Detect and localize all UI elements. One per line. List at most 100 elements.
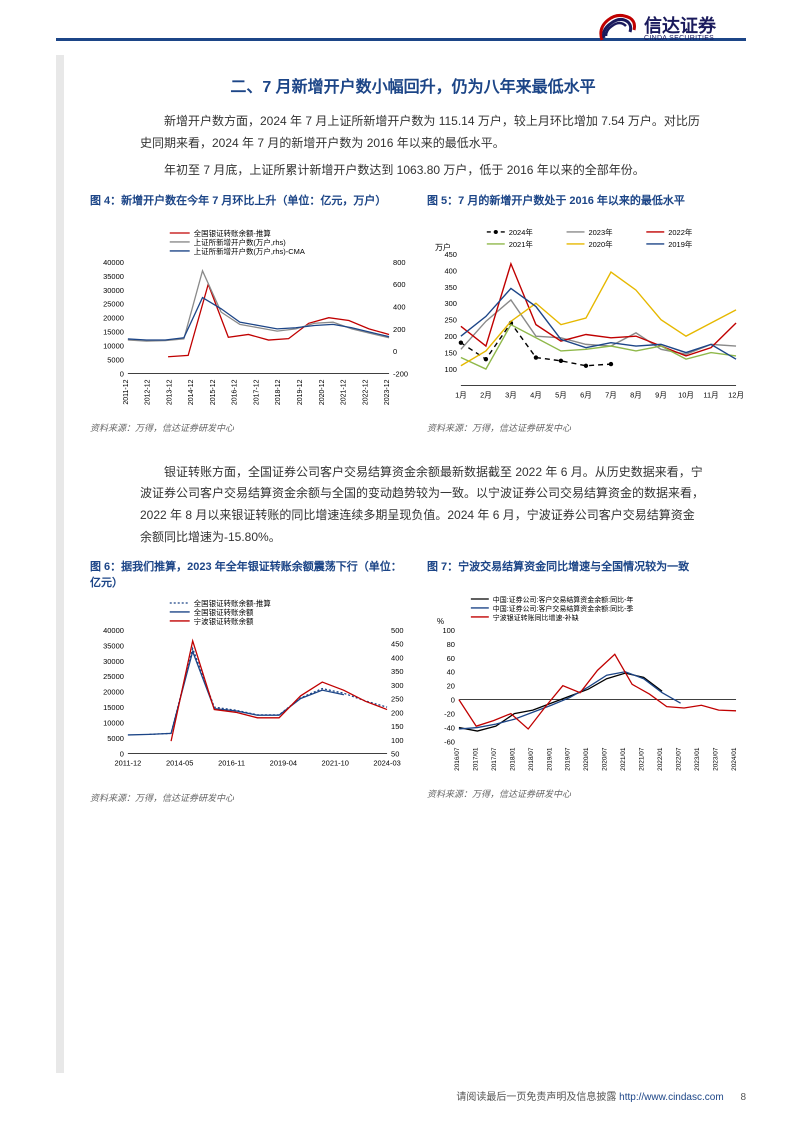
svg-text:5月: 5月: [555, 390, 567, 399]
page-footer: 请阅读最后一页免责声明及信息披露 http://www.cindasc.com …: [456, 1088, 746, 1103]
svg-text:2022-12: 2022-12: [362, 379, 369, 405]
svg-text:400: 400: [391, 654, 403, 663]
svg-text:2016/07: 2016/07: [454, 747, 461, 771]
svg-text:2018-12: 2018-12: [275, 379, 282, 405]
svg-text:2021/01: 2021/01: [620, 747, 627, 771]
svg-text:35000: 35000: [103, 272, 124, 281]
svg-text:15000: 15000: [103, 327, 124, 336]
svg-text:-20: -20: [444, 710, 455, 719]
svg-text:2021/07: 2021/07: [639, 747, 646, 771]
svg-text:8月: 8月: [630, 390, 642, 399]
svg-text:2023年: 2023年: [588, 227, 613, 237]
svg-text:40000: 40000: [103, 626, 124, 635]
svg-text:5000: 5000: [107, 355, 124, 364]
svg-text:2011-12: 2011-12: [114, 759, 141, 768]
svg-text:2017-12: 2017-12: [253, 379, 260, 405]
svg-text:400: 400: [444, 266, 456, 275]
svg-text:2023/07: 2023/07: [713, 747, 720, 771]
svg-text:2021年: 2021年: [509, 239, 534, 249]
svg-text:2015-12: 2015-12: [210, 379, 217, 405]
svg-text:450: 450: [444, 250, 456, 259]
chart4-source: 资料来源：万得，信达证券研发中心: [90, 421, 409, 434]
svg-text:2019/01: 2019/01: [546, 747, 553, 771]
svg-text:2013-12: 2013-12: [166, 379, 173, 405]
svg-text:200: 200: [391, 708, 403, 717]
svg-text:2021-10: 2021-10: [322, 759, 349, 768]
chart5-source: 资料来源：万得，信达证券研发中心: [427, 421, 746, 434]
svg-text:2023/01: 2023/01: [694, 747, 701, 771]
svg-text:10月: 10月: [678, 390, 694, 399]
svg-text:15000: 15000: [103, 703, 124, 712]
chart7: 中国:证券公司:客户交易结算资金余额:同比-年中国:证券公司:客户交易结算资金余…: [427, 590, 746, 785]
svg-text:%: %: [437, 617, 444, 626]
svg-text:450: 450: [391, 640, 403, 649]
svg-text:10000: 10000: [103, 719, 124, 728]
chart7-source: 资料来源：万得，信达证券研发中心: [427, 787, 746, 800]
svg-text:0: 0: [393, 347, 397, 356]
svg-text:20: 20: [447, 682, 455, 691]
svg-text:800: 800: [393, 258, 405, 267]
svg-text:4月: 4月: [530, 390, 542, 399]
svg-text:全国银证转账余额-推算: 全国银证转账余额-推算: [194, 598, 272, 608]
left-margin-stripe: [56, 55, 64, 1073]
svg-text:中国:证券公司:客户交易结算资金余额:同比-年: 中国:证券公司:客户交易结算资金余额:同比-年: [493, 595, 634, 604]
svg-text:2021-12: 2021-12: [341, 379, 348, 405]
svg-text:2022/01: 2022/01: [657, 747, 664, 771]
disclaimer-text: 请阅读最后一页免责声明及信息披露: [456, 1092, 616, 1103]
svg-text:7月: 7月: [605, 390, 617, 399]
svg-text:2019/07: 2019/07: [565, 747, 572, 771]
svg-text:20000: 20000: [103, 313, 124, 322]
svg-text:-60: -60: [444, 738, 455, 747]
svg-text:300: 300: [391, 681, 403, 690]
chart4: 全国银证转账余额-推算上证所新增开户数(万户,rhs)上证所新增开户数(万户,r…: [90, 224, 409, 419]
svg-text:5000: 5000: [107, 734, 124, 743]
svg-text:100: 100: [442, 626, 454, 635]
svg-text:12月: 12月: [728, 390, 744, 399]
brand-logo: 信达证券 CINDA SECURITIES: [596, 8, 746, 50]
chart5: 2024年2023年2022年2021年2020年2019年万户10015020…: [427, 224, 746, 419]
svg-text:11月: 11月: [703, 390, 718, 399]
svg-text:25000: 25000: [103, 672, 124, 681]
svg-text:350: 350: [391, 667, 403, 676]
chart-row-2: 图 6：据我们推算，2023 年全年银证转账余额震荡下行（单位：亿元） 全国银证…: [90, 558, 746, 804]
svg-text:200: 200: [393, 325, 405, 334]
svg-text:2022/07: 2022/07: [676, 747, 683, 771]
svg-text:2016-11: 2016-11: [218, 759, 245, 768]
svg-text:30000: 30000: [103, 286, 124, 295]
chart6: 全国银证转账余额-推算全国银证转账余额宁波银证转账余额0500010000150…: [90, 594, 409, 789]
svg-text:全国银证转账余额: 全国银证转账余额: [194, 607, 254, 617]
chart4-title: 图 4：新增开户数在今年 7 月环比上升（单位：亿元，万户）: [90, 192, 409, 220]
svg-text:2024年: 2024年: [509, 227, 534, 237]
svg-text:2011-12: 2011-12: [123, 379, 130, 404]
svg-text:100: 100: [444, 365, 456, 374]
svg-text:-200: -200: [393, 369, 408, 378]
page-content: 二、7 月新增开户数小幅回升，仍为八年来最低水平 新增开户数方面，2024 年 …: [80, 55, 746, 804]
svg-text:2019-04: 2019-04: [270, 759, 297, 768]
paragraph-3: 银证转账方面，全国证券公司客户交易结算资金余额最新数据截至 2022 年 6 月…: [140, 462, 706, 548]
svg-text:2022年: 2022年: [668, 227, 693, 237]
paragraph-2: 年初至 7 月底，上证所累计新增开户数达到 1063.80 万户，低于 2016…: [140, 160, 706, 182]
svg-text:2023-12: 2023-12: [384, 379, 391, 405]
svg-text:250: 250: [444, 315, 456, 324]
svg-text:2012-12: 2012-12: [145, 379, 152, 405]
paragraph-1: 新增开户数方面，2024 年 7 月上证所新增开户数为 115.14 万户，较上…: [140, 111, 706, 154]
svg-text:400: 400: [393, 302, 405, 311]
svg-text:2019年: 2019年: [668, 239, 693, 249]
svg-text:35000: 35000: [103, 641, 124, 650]
page-number: 8: [740, 1092, 746, 1103]
svg-text:300: 300: [444, 299, 456, 308]
svg-text:1月: 1月: [455, 390, 467, 399]
svg-text:40000: 40000: [103, 258, 124, 267]
svg-text:9月: 9月: [655, 390, 667, 399]
svg-text:2017/01: 2017/01: [472, 747, 479, 771]
svg-text:25000: 25000: [103, 300, 124, 309]
chart6-source: 资料来源：万得，信达证券研发中心: [90, 791, 409, 804]
svg-text:2020年: 2020年: [588, 239, 613, 249]
svg-text:250: 250: [391, 695, 403, 704]
svg-text:150: 150: [444, 348, 456, 357]
svg-text:30000: 30000: [103, 657, 124, 666]
svg-text:0: 0: [451, 696, 455, 705]
chart6-title: 图 6：据我们推算，2023 年全年银证转账余额震荡下行（单位：亿元）: [90, 558, 409, 590]
footer-link[interactable]: http://www.cindasc.com: [619, 1092, 723, 1103]
svg-text:2018/07: 2018/07: [528, 747, 535, 771]
